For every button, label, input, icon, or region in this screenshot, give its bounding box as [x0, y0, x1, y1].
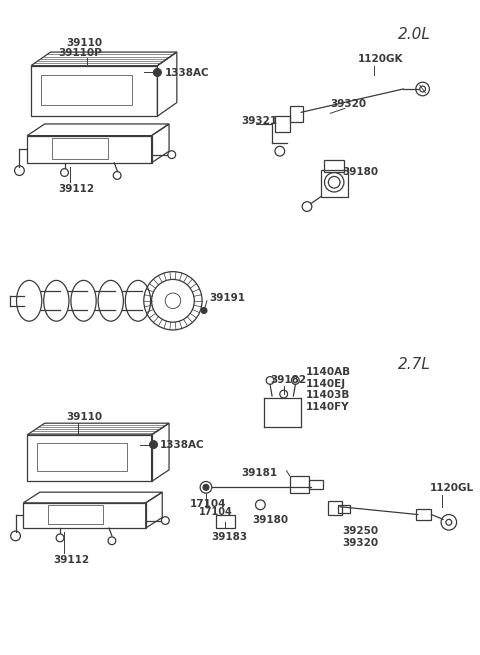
Text: 39250: 39250 [342, 526, 378, 536]
Text: 2.7L: 2.7L [398, 357, 431, 372]
Text: 39191: 39191 [209, 293, 245, 303]
Text: 1140AB: 1140AB [306, 367, 351, 377]
Text: 1120GL: 1120GL [430, 483, 474, 493]
Bar [324, 160, 344, 172]
Text: 1338AC: 1338AC [160, 440, 205, 450]
Text: 11403B: 11403B [306, 390, 350, 400]
Text: 39110: 39110 [66, 411, 102, 422]
Bar [309, 479, 323, 489]
Bar [27, 136, 152, 163]
Circle shape [203, 485, 209, 490]
Bar [27, 435, 152, 481]
Text: 39180: 39180 [252, 515, 289, 525]
Text: 1338AC: 1338AC [165, 67, 210, 77]
Text: 39183: 39183 [212, 532, 248, 542]
Bar [37, 443, 127, 471]
Text: 2.0L: 2.0L [398, 27, 431, 42]
Bar [338, 505, 350, 513]
Text: 39180: 39180 [342, 167, 378, 177]
Bar [216, 515, 235, 528]
Circle shape [154, 69, 161, 77]
Text: 1120GK: 1120GK [358, 54, 403, 64]
Text: 39110P: 39110P [58, 48, 102, 58]
Text: 39112: 39112 [53, 555, 90, 565]
Bar [24, 503, 146, 528]
Bar [416, 509, 432, 520]
Bar [52, 138, 108, 159]
Text: 39110: 39110 [66, 39, 102, 48]
Circle shape [150, 441, 157, 449]
Text: 39182: 39182 [270, 375, 306, 384]
Text: 39112: 39112 [58, 184, 95, 194]
Text: 39320: 39320 [342, 538, 378, 548]
Circle shape [201, 308, 207, 313]
Bar [289, 476, 309, 493]
Text: 17104: 17104 [199, 507, 233, 517]
Text: 1140EJ: 1140EJ [306, 379, 346, 388]
Text: 39321: 39321 [241, 116, 277, 126]
Text: 1140FY: 1140FY [306, 402, 349, 412]
Bar [41, 75, 132, 105]
Bar [275, 116, 290, 132]
Bar [321, 170, 348, 197]
Text: 39181: 39181 [241, 468, 277, 478]
Bar [31, 66, 157, 116]
Bar [48, 506, 103, 525]
Text: 39320: 39320 [330, 99, 366, 109]
Bar [328, 501, 342, 515]
Text: 17104: 17104 [190, 499, 226, 509]
Bar [289, 107, 303, 122]
